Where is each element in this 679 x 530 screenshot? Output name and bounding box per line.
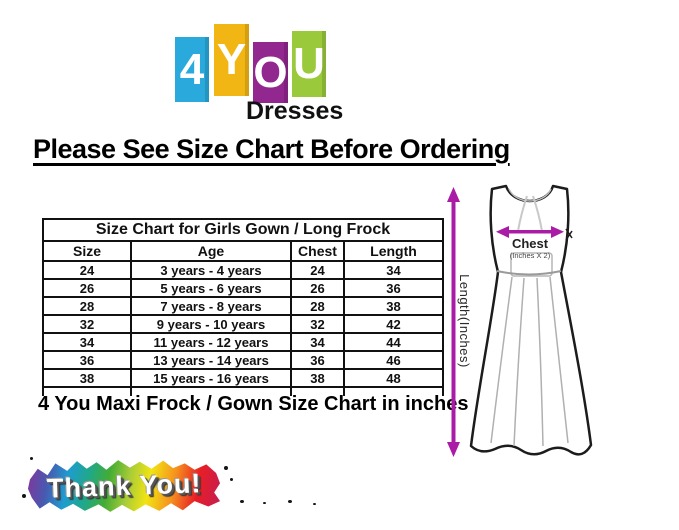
cell-length: 46 bbox=[343, 350, 444, 370]
skirt-pleats bbox=[490, 276, 569, 447]
table-row: 36 13 years - 14 years 36 46 bbox=[42, 350, 444, 370]
cell-age: 13 years - 14 years bbox=[130, 350, 292, 370]
paint-speck bbox=[313, 503, 316, 505]
cell-size: 36 bbox=[42, 350, 132, 370]
cell-length: 48 bbox=[343, 368, 444, 388]
cell-age: 5 years - 6 years bbox=[130, 278, 292, 298]
thank-you-banner: Thank You! bbox=[27, 460, 221, 512]
cell-chest: 36 bbox=[290, 350, 345, 370]
cell-length: 34 bbox=[343, 260, 444, 280]
logo-subtitle: Dresses bbox=[246, 97, 344, 125]
cell-chest: 28 bbox=[290, 296, 345, 316]
page-title: Please See Size Chart Before Ordering bbox=[33, 134, 510, 164]
cell-size: 32 bbox=[42, 314, 132, 334]
paint-speck bbox=[288, 500, 292, 503]
table-title-row: Size Chart for Girls Gown / Long Frock bbox=[42, 218, 444, 242]
cell-age: 15 years - 16 years bbox=[130, 368, 292, 388]
table-row: 26 5 years - 6 years 26 36 bbox=[42, 278, 444, 298]
collar-line bbox=[508, 188, 552, 202]
chest-arrow bbox=[496, 226, 564, 238]
thank-you-text: Thank You! bbox=[46, 467, 202, 504]
cell-size: 24 bbox=[42, 260, 132, 280]
cell-chest: 38 bbox=[290, 368, 345, 388]
cell-size: 26 bbox=[42, 278, 132, 298]
logo-block-u: U bbox=[292, 31, 326, 97]
cell-age: 11 years - 12 years bbox=[130, 332, 292, 352]
cell-age: 7 years - 8 years bbox=[130, 296, 292, 316]
table-row: 24 3 years - 4 years 24 34 bbox=[42, 260, 444, 280]
cell-length: 44 bbox=[343, 332, 444, 352]
table-header-row: Size Age Chest Length bbox=[42, 240, 444, 262]
logo-block-4: 4 bbox=[175, 37, 209, 102]
col-header-length: Length bbox=[343, 240, 444, 262]
logo-block-o: O bbox=[253, 42, 288, 103]
cell-length: 36 bbox=[343, 278, 444, 298]
cell-chest: 34 bbox=[290, 332, 345, 352]
paint-speck bbox=[230, 478, 233, 481]
col-header-size: Size bbox=[42, 240, 132, 262]
table-row: 28 7 years - 8 years 28 38 bbox=[42, 296, 444, 316]
table-row: 34 11 years - 12 years 34 44 bbox=[42, 332, 444, 352]
cell-length: 42 bbox=[343, 314, 444, 334]
col-header-chest: Chest bbox=[290, 240, 345, 262]
cell-chest: 26 bbox=[290, 278, 345, 298]
cell-size: 38 bbox=[42, 368, 132, 388]
cell-size: 34 bbox=[42, 332, 132, 352]
length-arrow bbox=[447, 187, 460, 457]
cell-chest: 24 bbox=[290, 260, 345, 280]
table-row: 38 15 years - 16 years 38 48 bbox=[42, 368, 444, 388]
cell-age: 9 years - 10 years bbox=[130, 314, 292, 334]
cell-chest: 32 bbox=[290, 314, 345, 334]
neck-dart-right bbox=[532, 195, 543, 232]
paint-speck bbox=[22, 494, 26, 498]
paint-speck bbox=[224, 466, 228, 470]
chest-label: Chest bbox=[512, 236, 549, 251]
waist-seam bbox=[496, 270, 562, 276]
dress-outline bbox=[469, 184, 593, 456]
col-header-age: Age bbox=[130, 240, 292, 262]
table-stub-row bbox=[42, 386, 444, 396]
cell-size: 28 bbox=[42, 296, 132, 316]
paint-speck bbox=[263, 502, 266, 504]
table-caption: 4 You Maxi Frock / Gown Size Chart in in… bbox=[38, 393, 469, 415]
paint-speck bbox=[30, 457, 33, 460]
logo-block-y: Y bbox=[214, 24, 249, 96]
cell-age: 3 years - 4 years bbox=[130, 260, 292, 280]
side-tie bbox=[565, 228, 573, 241]
table-title: Size Chart for Girls Gown / Long Frock bbox=[42, 218, 444, 242]
bodice-panel bbox=[510, 252, 553, 277]
length-label: Length(Inches) bbox=[457, 274, 472, 368]
cell-length: 38 bbox=[343, 296, 444, 316]
chest-sub-label: (Inches X 2) bbox=[510, 251, 551, 260]
table-row: 32 9 years - 10 years 32 42 bbox=[42, 314, 444, 334]
paint-speck bbox=[240, 500, 244, 503]
neck-dart-left bbox=[517, 195, 528, 232]
size-chart-table: Size Chart for Girls Gown / Long Frock S… bbox=[42, 218, 444, 396]
